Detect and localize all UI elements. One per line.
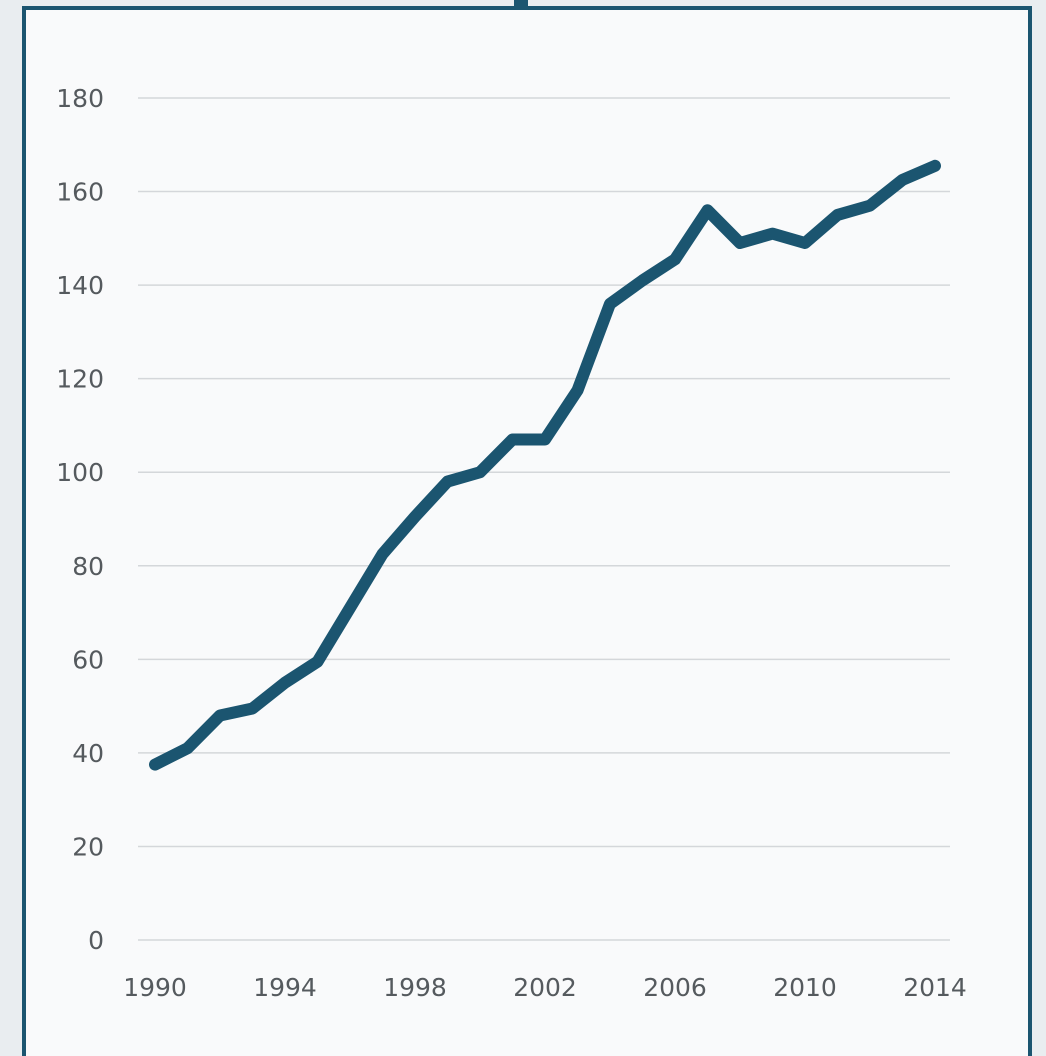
y-tick-label: 0 — [88, 926, 104, 955]
y-tick-label: 80 — [72, 552, 104, 581]
gridlines — [138, 97, 950, 941]
y-tick-label: 60 — [72, 645, 104, 674]
x-tick-label: 1990 — [123, 973, 187, 1002]
series-line-0 — [149, 159, 941, 771]
y-axis-ticks: 0 20 40 60 80 100 120 140 160 180 — [56, 84, 104, 955]
y-tick-label: 100 — [56, 458, 104, 487]
y-tick-label: 120 — [56, 365, 104, 394]
x-axis-ticks: 1990 1994 1998 2002 2006 2010 2014 — [123, 973, 967, 1002]
x-tick-label: 2010 — [773, 973, 837, 1002]
x-tick-label: 1998 — [383, 973, 447, 1002]
x-tick-label: 2014 — [903, 973, 967, 1002]
chart-panel — [22, 6, 1032, 1056]
y-tick-label: 160 — [56, 178, 104, 207]
y-tick-label: 20 — [72, 832, 104, 861]
y-tick-label: 180 — [56, 84, 104, 113]
x-tick-label: 2006 — [643, 973, 707, 1002]
x-tick-label: 2002 — [513, 973, 577, 1002]
panel-top-mark — [514, 0, 528, 6]
series-lines — [149, 159, 941, 771]
y-tick-label: 140 — [56, 271, 104, 300]
x-tick-label: 1994 — [253, 973, 317, 1002]
y-tick-label: 40 — [72, 739, 104, 768]
